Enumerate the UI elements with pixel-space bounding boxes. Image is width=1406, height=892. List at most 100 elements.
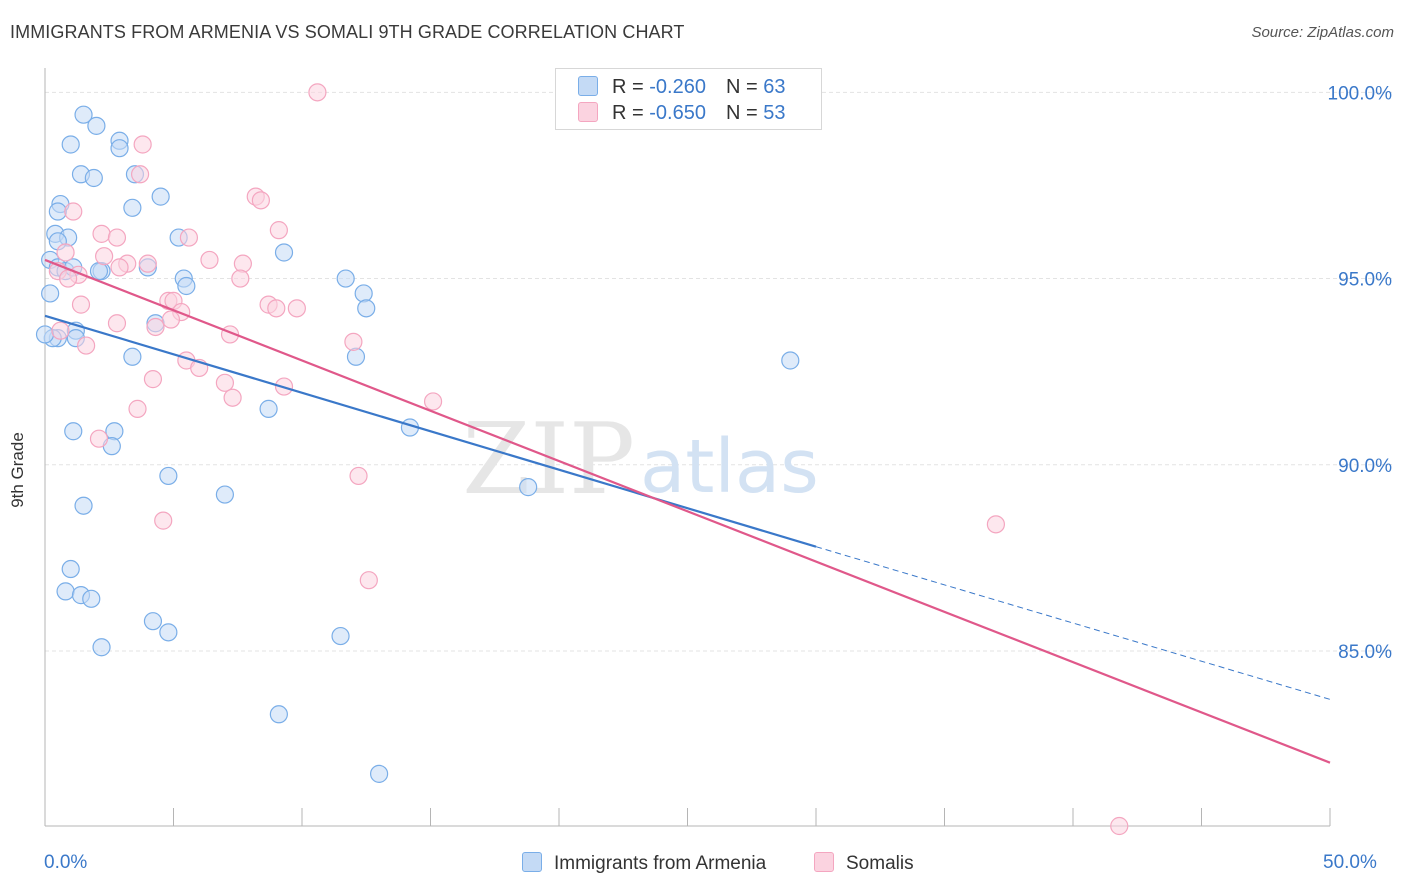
y-tick-labels: 100.0% 95.0% 90.0% 85.0% <box>1328 83 1393 663</box>
legend-item-armenia[interactable]: Immigrants from Armenia <box>522 852 766 875</box>
legend-label: Immigrants from Armenia <box>554 853 767 874</box>
somalis-point <box>251 191 270 210</box>
armenia-point <box>151 187 170 206</box>
armenia-trend-extension <box>815 546 1331 700</box>
armenia-point <box>64 422 83 441</box>
armenia-point <box>269 705 288 724</box>
somalis-point <box>92 224 111 243</box>
r-label: R = <box>612 76 650 98</box>
somalis-point <box>146 317 165 337</box>
somalis-point <box>200 250 219 270</box>
source-label: Source: ZipAtlas.com <box>1251 24 1394 41</box>
r-value: -0.650 <box>649 102 706 124</box>
somalis-point <box>107 228 127 247</box>
armenia-trend-line <box>44 314 817 548</box>
trend-lines <box>44 258 1331 764</box>
somalis-point <box>231 269 250 288</box>
armenia-point <box>274 243 294 262</box>
armenia-point <box>105 422 124 441</box>
armenia-point <box>123 198 142 217</box>
somalis-point <box>308 83 327 102</box>
somalis-point <box>154 511 173 530</box>
somalis-point <box>344 332 363 351</box>
armenia-point <box>61 135 80 154</box>
armenia-point <box>519 478 538 497</box>
y-tick-label: 85.0% <box>1338 642 1392 663</box>
armenia-point <box>259 399 278 418</box>
armenia-point <box>346 347 366 366</box>
somalis-point <box>59 269 78 288</box>
armenia-point <box>159 466 178 486</box>
somalis-point <box>138 254 157 273</box>
somalis-point <box>128 399 147 418</box>
armenia-point <box>92 638 111 657</box>
somalis-point <box>64 202 83 221</box>
somalis-point <box>130 165 150 184</box>
somalis-point <box>143 370 163 389</box>
n-label: N = <box>725 76 764 98</box>
legend-item-somalis[interactable]: Somalis <box>814 852 914 875</box>
somalis-point <box>107 314 127 333</box>
somalis-point <box>287 299 306 318</box>
somalis-point <box>423 392 443 411</box>
watermark-zip: ZIP <box>462 403 635 517</box>
somalis-point <box>1110 816 1129 836</box>
somalis-point <box>267 299 286 318</box>
correlation-legend: R = -0.260 N = 63 R = -0.650 N = 53 <box>555 68 822 130</box>
watermark: ZIP atlas <box>462 403 819 517</box>
armenia-point <box>84 168 103 188</box>
somalis-legend-swatch <box>814 852 834 872</box>
armenia-point <box>357 299 376 318</box>
somalis-point <box>269 221 288 240</box>
armenia-point <box>331 626 350 646</box>
x-tick-max: 50.0% <box>1323 852 1377 873</box>
armenia-point <box>336 269 355 288</box>
r-value: -0.260 <box>649 76 706 98</box>
armenia-point <box>370 764 389 783</box>
y-tick-label: 90.0% <box>1338 456 1392 477</box>
somalis-point <box>161 310 181 329</box>
somalis-point <box>110 258 129 277</box>
armenia-point <box>177 276 196 296</box>
series-legend: Immigrants from Armenia Somalis <box>0 852 1406 878</box>
watermark-atlas: atlas <box>640 424 819 510</box>
armenia-point <box>56 582 75 601</box>
somalis-point <box>359 571 378 590</box>
armenia-point <box>61 559 80 579</box>
armenia-point <box>159 623 178 642</box>
r-label: R = <box>612 102 650 124</box>
n-label: N = <box>725 102 764 124</box>
x-tick-min: 0.0% <box>44 852 88 873</box>
somalis-point <box>233 254 252 273</box>
armenia-point <box>82 589 101 608</box>
chart-title: IMMIGRANTS FROM ARMENIA VS SOMALI 9TH GR… <box>10 22 685 42</box>
armenia-point <box>143 612 163 631</box>
legend-row-armenia: R = -0.260 N = 63 <box>578 76 785 100</box>
somalis-point <box>986 515 1006 534</box>
armenia-point <box>74 105 93 124</box>
armenia-point <box>87 116 106 135</box>
y-tick-label: 95.0% <box>1338 270 1392 291</box>
somalis-swatch <box>578 102 598 122</box>
armenia-point <box>123 347 142 366</box>
somalis-point <box>77 336 96 355</box>
armenia-point <box>48 202 67 221</box>
legend-label: Somalis <box>846 853 914 874</box>
somalis-point <box>56 243 75 262</box>
somalis-point <box>89 429 109 448</box>
armenia-swatch <box>578 76 598 96</box>
somalis-point <box>71 295 91 314</box>
armenia-point <box>41 284 60 303</box>
gridlines <box>45 91 1392 652</box>
somalis-point <box>215 373 234 392</box>
armenia-point <box>354 284 373 303</box>
armenia-point <box>35 325 55 344</box>
somalis-point <box>95 247 114 266</box>
somalis-point <box>133 135 152 154</box>
n-value: 53 <box>763 102 786 124</box>
somalis-point <box>349 466 368 486</box>
armenia-legend-swatch <box>522 852 542 872</box>
armenia-point <box>781 351 800 370</box>
y-tick-label: 100.0% <box>1328 83 1393 104</box>
